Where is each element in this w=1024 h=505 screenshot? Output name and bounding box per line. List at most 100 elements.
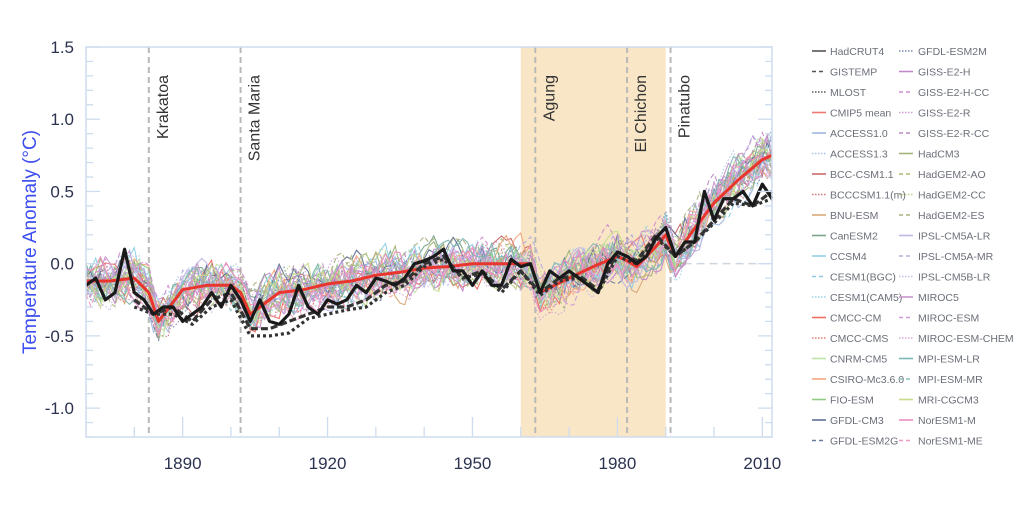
legend-item: IPSL-CM5A-LR [899,231,991,243]
legend-item: GFDL-ESM2G [812,436,898,448]
model-series-IPSL-CM5A-MR [85,134,773,323]
legend-label: IPSL-CM5A-MR [918,251,994,263]
legend-label: MPI-ESM-LR [918,354,980,366]
y-axis-label: Temperature Anomaly (°C) [20,130,41,354]
legend-label: BNU-ESM [830,210,878,222]
y-tick-label: 0.0 [50,255,74,274]
legend-item: IPSL-CM5A-MR [899,251,994,263]
legend-label: HadCM3 [918,149,960,161]
plot-frame [85,46,773,438]
legend-label: ACCESS1.3 [830,149,888,161]
legend-label: GISTEMP [830,67,877,79]
legend-item: MIROC-ESM [899,313,979,325]
legend-label: GISS-E2-R [918,108,971,120]
event-label: El Chichon [633,75,650,152]
legend-label: MLOST [830,87,867,99]
event-label: Krakatoa [155,75,172,139]
legend-item: HadGEM2-AO [899,169,986,181]
legend-item: CMCC-CMS [812,333,888,345]
legend-item: MPI-ESM-MR [899,374,983,386]
legend-label: CSIRO-Mc3.6.0 [830,374,904,386]
legend-item: ACCESS1.3 [812,149,888,161]
legend-item: HadCRUT4 [812,46,884,58]
legend-label: BCCCSM1.1(m) [830,190,906,202]
model-series-GFDL-ESM2M [85,138,773,340]
legend-label: IPSL-CM5B-LR [918,272,991,284]
legend-label: NorESM1-M [918,415,976,427]
legend-label: CMCC-CMS [830,333,888,345]
x-tick-label: 1980 [598,454,636,473]
legend-item: IPSL-CM5B-LR [899,272,991,284]
model-series-MRI-CGCM3 [85,149,773,331]
legend-item: CMCC-CM [812,313,881,325]
legend-item: CESM1(BGC) [812,272,896,284]
legend-label: MIROC5 [918,292,959,304]
legend-item: BNU-ESM [812,210,878,222]
legend-item: NorESM1-M [899,415,976,427]
y-tick-label: 1.0 [50,110,74,129]
legend-label: HadCRUT4 [830,46,884,58]
y-tick-label: -1.0 [45,399,74,418]
legend-item: GISS-E2-R-CC [899,128,990,140]
legend-label: FIO-ESM [830,395,874,407]
legend-item: GISTEMP [812,67,877,79]
legend-label: GFDL-ESM2G [830,436,898,448]
legend-item: MPI-ESM-LR [899,354,980,366]
legend-label: CanESM2 [830,231,878,243]
legend-item: BCC-CSM1.1 [812,169,894,181]
model-series-MPI-ESM-MR [85,148,773,330]
legend-item: CCSM4 [812,251,867,263]
legend-label: NorESM1-ME [918,436,983,448]
y-tick-label: -0.5 [45,327,74,346]
legend-item: CMIP5 mean [812,108,891,120]
legend-item: HadGEM2-CC [899,190,986,202]
series-CMIP5 mean [86,153,773,323]
legend-item: GFDL-CM3 [812,415,884,427]
legend-label: CESM1(BGC) [830,272,896,284]
legend-label: MIROC-ESM [918,313,979,325]
legend-label: ACCESS1.0 [830,128,888,140]
y-tick-label: 0.5 [50,182,74,201]
series-HadCRUT4 [85,182,774,326]
legend-label: GISS-E2-H [918,67,971,79]
legend-label: CNRM-CM5 [830,354,887,366]
legend-item: HadCM3 [899,149,960,161]
legend-item: CESM1(CAM5) [812,292,902,304]
event-label: Agung [541,75,558,121]
legend-item: ACCESS1.0 [812,128,888,140]
legend-item: GISS-E2-R [899,108,971,120]
legend-item: MIROC-ESM-CHEM [899,333,1014,345]
event-label: Pinatubo [677,75,694,138]
legend-item: MRI-CGCM3 [899,395,979,407]
legend-item: CNRM-CM5 [812,354,887,366]
legend-label: CMIP5 mean [830,108,891,120]
legend-label: CESM1(CAM5) [830,292,902,304]
legend-item: GFDL-ESM2M [899,46,987,58]
legend-label: HadGEM2-ES [918,210,985,222]
legend-item: GISS-E2-H-CC [899,87,990,99]
legend-label: MRI-CGCM3 [918,395,979,407]
x-tick-label: 1950 [454,454,492,473]
legend-label: HadGEM2-AO [918,169,986,181]
legend-item: CSIRO-Mc3.6.0 [812,374,904,386]
legend-label: IPSL-CM5A-LR [918,231,991,243]
model-series-HadCM3 [85,140,773,339]
legend-label: MPI-ESM-MR [918,374,983,386]
legend-item: BCCCSM1.1(m) [812,190,906,202]
legend-label: GFDL-CM3 [830,415,884,427]
x-tick-label: 1920 [309,454,347,473]
legend-item: CanESM2 [812,231,878,243]
legend-label: MIROC-ESM-CHEM [918,333,1014,345]
legend-label: BCC-CSM1.1 [830,169,894,181]
event-label: Santa Maria [247,75,264,161]
legend-item: FIO-ESM [812,395,874,407]
y-tick-label: 1.5 [50,38,74,57]
legend-label: GFDL-ESM2M [918,46,987,58]
legend-label: HadGEM2-CC [918,190,986,202]
legend-item: GISS-E2-H [899,67,971,79]
legend-item: MLOST [812,87,867,99]
legend-label: CMCC-CM [830,313,881,325]
x-tick-label: 1890 [164,454,202,473]
legend-item: NorESM1-ME [899,436,983,448]
